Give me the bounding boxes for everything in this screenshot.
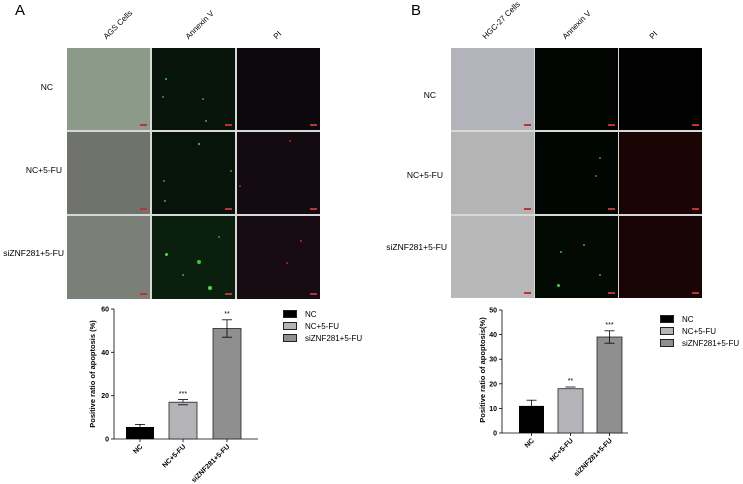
y-tick-a-0: 0 [105,437,109,444]
x-tick-a-siznf: siZNF281+5-FU [191,443,232,484]
bar-b-nc [519,405,544,433]
bar-a-nc [126,427,154,439]
legend-item-nc: NC [283,308,362,320]
y-tick-b-0: 0 [493,431,497,438]
tile-a-bf-nc [67,48,150,130]
row-label-nc: NC [40,82,53,92]
tile-a-annexin-nc5fu [152,132,235,214]
significance-b-siznf: *** [605,322,613,329]
legend-item-siznf-b: siZNF281+5-FU [660,337,739,349]
bar-a-nc5fu [168,401,198,440]
tile-b-bf-siznf [451,216,534,298]
x-tick-b-siznf: siZNF281+5-FU [573,437,614,478]
y-tick-a-60: 60 [101,307,109,314]
x-tick-b-nc5fu: NC+5-FU [549,437,575,463]
tile-b-annexin-nc [535,48,618,130]
tile-a-annexin-siznf [152,216,235,299]
legend-item-nc5fu: NC+5-FU [283,320,362,332]
tile-b-bf-nc5fu [451,132,534,214]
bar-b-siznf [596,336,623,434]
y-tick-a-20: 20 [101,393,109,400]
column-label-annexin: Annexin V [183,8,216,41]
tile-b-pi-nc [619,48,702,130]
y-tick-a-40: 40 [101,350,109,357]
tile-b-annexin-nc5fu [535,132,618,214]
tile-a-pi-nc5fu [237,132,320,214]
y-tick-b-40: 40 [489,332,497,339]
row-label-nc-b: NC [423,90,436,100]
legend-item-siznf: siZNF281+5-FU [283,332,362,344]
x-tick-a-nc: NC [132,443,144,455]
row-label-siznf281-5fu-b: siZNF281+5-FU [386,242,447,252]
x-tick-a-nc5fu: NC+5-FU [161,443,187,469]
bar-chart-a: Positive ratio of apoptosis (%) 60 40 20… [88,307,258,484]
column-label-cells-b: HGC-27 Cells [480,0,522,41]
microscopy-grid-b [451,48,702,298]
tile-b-pi-nc5fu [619,132,702,214]
panel-a-letter: A [15,2,26,19]
legend-item-nc-b: NC [660,313,739,325]
y-tick-b-30: 30 [489,357,497,364]
column-label-pi-b: PI [647,29,660,41]
tile-a-pi-nc [237,48,320,130]
row-label-siznf281-5fu: siZNF281+5-FU [3,248,64,258]
tile-b-pi-siznf [619,216,702,298]
microscopy-grid-a [67,48,320,299]
legend-a: NC NC+5-FU siZNF281+5-FU [283,308,362,344]
y-tick-b-10: 10 [489,406,497,413]
row-label-nc-5fu: NC+5-FU [25,165,62,175]
bar-b-nc5fu [557,388,584,434]
column-label-annexin-b: Annexin V [560,8,593,41]
panel-b-letter: B [411,2,422,19]
significance-a-siznf: ** [224,311,230,318]
tile-a-pi-siznf [237,216,320,299]
tile-b-bf-nc [451,48,534,130]
y-axis-label-b: Positive ratio of apoptosis(%) [478,317,487,423]
significance-a-nc5fu: *** [179,391,187,398]
row-label-nc-5fu-b: NC+5-FU [406,170,443,180]
tile-a-bf-nc5fu [67,132,150,214]
column-label-cells: AGS Cells [101,8,135,41]
y-axis-label-a: Positive ratio of apoptosis (%) [88,320,97,428]
bar-chart-b: Positive ratio of apoptosis(%) 50 40 30 … [478,308,628,478]
legend-item-nc5fu-b: NC+5-FU [660,325,739,337]
x-tick-b-nc: NC [524,437,536,449]
legend-b: NC NC+5-FU siZNF281+5-FU [660,313,739,349]
significance-b-nc5fu: ** [568,378,574,385]
tile-b-annexin-siznf [535,216,618,298]
tile-a-annexin-nc [152,48,235,130]
y-tick-b-20: 20 [489,381,497,388]
tile-a-bf-siznf [67,216,150,299]
y-tick-b-50: 50 [489,308,497,315]
column-label-pi: PI [271,29,284,41]
bar-a-siznf [212,328,242,440]
